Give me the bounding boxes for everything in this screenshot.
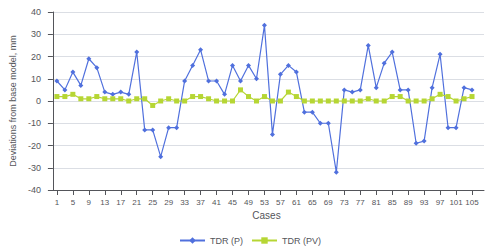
svg-text:81: 81: [372, 198, 381, 207]
svg-text:-20: -20: [28, 141, 41, 151]
svg-text:13: 13: [100, 198, 109, 207]
svg-text:-40: -40: [28, 185, 41, 195]
svg-text:30: 30: [31, 29, 41, 39]
svg-text:37: 37: [196, 198, 205, 207]
svg-text:93: 93: [420, 198, 429, 207]
svg-text:1: 1: [55, 198, 60, 207]
svg-text:5: 5: [71, 198, 76, 207]
svg-text:29: 29: [164, 198, 173, 207]
svg-text:57: 57: [276, 198, 285, 207]
svg-text:69: 69: [324, 198, 333, 207]
svg-text:Deviations from base model, mm: Deviations from base model, mm: [8, 35, 18, 167]
svg-text:0: 0: [36, 96, 41, 106]
svg-text:105: 105: [465, 198, 479, 207]
svg-text:85: 85: [388, 198, 397, 207]
svg-text:-30: -30: [28, 163, 41, 173]
svg-text:33: 33: [180, 198, 189, 207]
svg-text:101: 101: [449, 198, 463, 207]
svg-text:73: 73: [340, 198, 349, 207]
svg-text:45: 45: [228, 198, 237, 207]
svg-text:49: 49: [244, 198, 253, 207]
svg-text:20: 20: [31, 52, 41, 62]
svg-text:53: 53: [260, 198, 269, 207]
svg-text:-10: -10: [28, 118, 41, 128]
svg-text:65: 65: [308, 198, 317, 207]
svg-text:40: 40: [31, 7, 41, 17]
svg-text:61: 61: [292, 198, 301, 207]
svg-text:TDR (P): TDR (P): [210, 236, 243, 246]
svg-text:25: 25: [148, 198, 157, 207]
svg-text:41: 41: [212, 198, 221, 207]
svg-text:89: 89: [404, 198, 413, 207]
svg-text:10: 10: [31, 74, 41, 84]
svg-text:Cases: Cases: [252, 210, 280, 221]
svg-text:77: 77: [356, 198, 365, 207]
svg-text:97: 97: [436, 198, 445, 207]
svg-text:9: 9: [87, 198, 92, 207]
svg-text:21: 21: [132, 198, 141, 207]
svg-text:TDR (PV): TDR (PV): [282, 236, 321, 246]
svg-text:17: 17: [116, 198, 125, 207]
